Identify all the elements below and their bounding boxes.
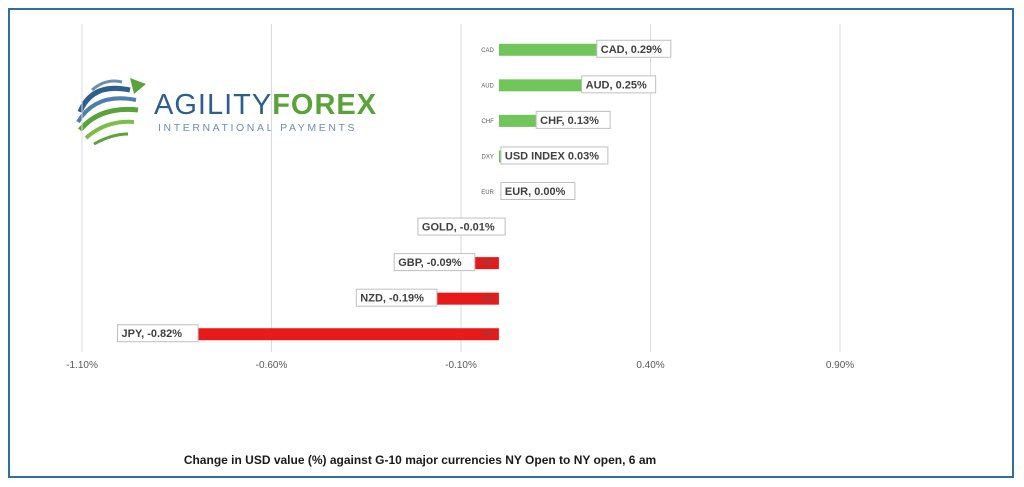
data-label-text: CAD, 0.29% [601, 44, 662, 56]
data-label-box [596, 39, 672, 58]
usd-change-bar-chart: CADAUDCHFDXYEURGOLDGBPNZDJPY CAD, 0.29%A… [66, 24, 854, 371]
brand-name-agility: AGILITY [154, 89, 273, 121]
x-axis-tick-labels: -1.10% -0.60% -0.10% 0.40% 0.90% [66, 360, 854, 371]
data-label-chf: CHF, 0.13% [535, 110, 611, 129]
brand-name-forex: FOREX [272, 89, 378, 121]
data-label-dxy: USD INDEX 0.03% [500, 146, 609, 165]
data-label-aud: AUD, 0.25% [581, 75, 657, 94]
x-tick-label: -1.10% [66, 360, 98, 371]
chart-caption: Change in USD value (%) against G-10 maj… [183, 453, 657, 467]
data-label-box [117, 324, 199, 343]
category-label-eur: EUR [481, 190, 494, 196]
data-label-text: AUD, 0.25% [586, 79, 647, 91]
data-label-text: CHF, 0.13% [540, 115, 599, 127]
bar-nzd [426, 292, 499, 305]
data-label-cad: CAD, 0.29% [596, 39, 672, 58]
category-label-jpy: JPY [483, 332, 494, 338]
brand-tagline: INTERNATIONAL PAYMENTS [158, 122, 358, 134]
data-label-nzd: NZD, -0.19% [355, 288, 438, 307]
data-label-text: GBP, -0.09% [398, 257, 462, 269]
bar-cad [498, 43, 609, 56]
data-label-jpy: JPY, -0.82% [117, 324, 199, 343]
agility-forex-logo: AGILITYFOREX INTERNATIONAL PAYMENTS [72, 70, 376, 150]
category-label-aud: AUD [481, 83, 494, 89]
x-tick-label: -0.60% [256, 360, 288, 371]
data-label-box [355, 288, 438, 307]
data-label-text: JPY, -0.82% [122, 328, 183, 340]
data-labels: CAD, 0.29% AUD, 0.25% CHF, 0.13% USD INDEX … [117, 39, 672, 343]
data-label-box [500, 146, 609, 165]
globe-logo-icon [76, 78, 146, 146]
data-label-text: NZD, -0.19% [360, 293, 424, 305]
x-tick-label: -0.10% [445, 360, 477, 371]
data-label-text: EUR, 0.00% [505, 186, 566, 198]
x-tick-label: 0.90% [826, 360, 854, 371]
data-label-eur: EUR, 0.00% [500, 182, 576, 200]
category-label-chf: CHF [482, 119, 495, 125]
bar-jpy [188, 328, 499, 341]
data-label-text: GOLD, -0.01% [422, 222, 495, 234]
category-label-gbp: GBP [481, 261, 494, 267]
data-label-text: USD INDEX 0.03% [505, 150, 599, 162]
bar-aud [498, 79, 594, 92]
x-tick-label: 0.40% [636, 360, 664, 371]
data-label-box [393, 253, 476, 272]
data-label-box [500, 182, 576, 200]
category-label-dxy: DXY [482, 154, 494, 160]
data-label-box [535, 110, 611, 129]
data-label-gbp: GBP, -0.09% [393, 253, 476, 272]
chart-frame: AGILITYFOREX INTERNATIONAL PAYMENTS CAD A… [8, 8, 1014, 478]
data-label-gold: GOLD, -0.01% [417, 217, 506, 236]
data-label-box [581, 75, 657, 94]
category-label-nzd: NZD [482, 297, 495, 303]
data-label-box [417, 217, 506, 236]
category-label-cad: CAD [481, 48, 494, 54]
